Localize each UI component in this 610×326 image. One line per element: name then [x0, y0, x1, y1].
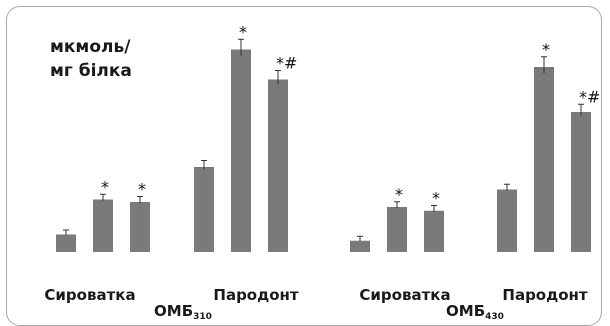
significance-marker: *#: [276, 54, 297, 73]
group-label: ОМБ430: [446, 302, 504, 321]
bar: [268, 79, 288, 252]
significance-marker: *: [138, 180, 146, 199]
bar: [194, 167, 214, 252]
chart-frame: [6, 6, 602, 326]
category-label: Пародонт: [502, 286, 588, 304]
group-label: ОМБ310: [154, 302, 212, 321]
significance-marker: *: [101, 177, 109, 196]
significance-marker: *: [432, 189, 440, 208]
unit-label-line-1: мкмоль/: [50, 37, 131, 57]
significance-marker: *: [542, 40, 550, 59]
bar: [571, 112, 591, 252]
category-label: Пародонт: [213, 286, 299, 304]
bar: [130, 202, 150, 252]
significance-marker: *: [395, 185, 403, 204]
unit-label-line-2: мг білка: [50, 61, 132, 81]
bar: [350, 240, 370, 252]
bar: [497, 189, 517, 252]
category-label: Сироватка: [44, 286, 135, 304]
bar: [56, 234, 76, 252]
bar: [424, 210, 444, 252]
bar: [387, 207, 407, 252]
category-label: Сироватка: [359, 286, 450, 304]
bar: [93, 199, 113, 252]
bar: [534, 67, 554, 252]
significance-marker: *: [239, 22, 247, 41]
bar: [231, 49, 251, 252]
significance-marker: *#: [579, 87, 600, 106]
